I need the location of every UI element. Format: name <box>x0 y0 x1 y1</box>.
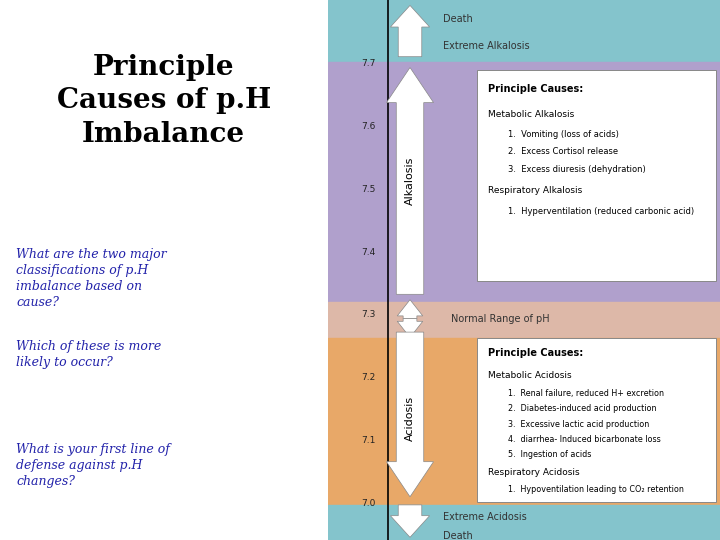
Text: Principle Causes:: Principle Causes: <box>488 348 584 359</box>
Text: 3.  Excessive lactic acid production: 3. Excessive lactic acid production <box>508 420 649 429</box>
Text: Extreme Alkalosis: Extreme Alkalosis <box>444 41 530 51</box>
Text: 1.  Hypoventilation leading to CO₂ retention: 1. Hypoventilation leading to CO₂ retent… <box>508 485 684 494</box>
Text: 7.5: 7.5 <box>361 185 376 194</box>
Polygon shape <box>390 5 430 57</box>
Polygon shape <box>397 319 423 338</box>
Polygon shape <box>390 505 430 537</box>
Text: 2.  Diabetes-induced acid production: 2. Diabetes-induced acid production <box>508 404 657 414</box>
Bar <box>328 30 720 62</box>
Bar <box>328 505 720 529</box>
Text: 1.  Vomiting (loss of acids): 1. Vomiting (loss of acids) <box>508 130 619 139</box>
FancyBboxPatch shape <box>477 338 716 502</box>
Text: 7.0: 7.0 <box>361 499 376 508</box>
Text: Death: Death <box>444 531 473 540</box>
Text: 7.4: 7.4 <box>361 248 376 256</box>
Bar <box>328 62 720 302</box>
Text: 1.  Renal failure, reduced H+ excretion: 1. Renal failure, reduced H+ excretion <box>508 389 664 399</box>
Bar <box>328 302 720 338</box>
Polygon shape <box>387 68 433 294</box>
Text: 5.  Ingestion of acids: 5. Ingestion of acids <box>508 450 591 459</box>
Text: What are the two major
classifications of p.H
imbalance based on
cause?: What are the two major classifications o… <box>17 248 167 309</box>
Text: What is your first line of
defense against p.H
changes?: What is your first line of defense again… <box>17 443 170 488</box>
Text: Principle Causes:: Principle Causes: <box>488 84 584 94</box>
Text: Acidosis: Acidosis <box>405 396 415 441</box>
Text: 1.  Hyperventilation (reduced carbonic acid): 1. Hyperventilation (reduced carbonic ac… <box>508 207 694 216</box>
Polygon shape <box>387 332 433 497</box>
Text: 3.  Excess diuresis (dehydration): 3. Excess diuresis (dehydration) <box>508 165 646 174</box>
Text: Respiratory Alkalosis: Respiratory Alkalosis <box>488 186 582 195</box>
Text: 7.2: 7.2 <box>361 373 376 382</box>
Text: Normal Range of pH: Normal Range of pH <box>451 314 550 323</box>
Text: 4.  diarrhea- Induced bicarbonate loss: 4. diarrhea- Induced bicarbonate loss <box>508 435 661 444</box>
Text: Metabolic Alkalosis: Metabolic Alkalosis <box>488 110 575 119</box>
Text: Extreme Acidosis: Extreme Acidosis <box>444 512 527 522</box>
Text: Death: Death <box>444 14 473 24</box>
Text: Alkalosis: Alkalosis <box>405 157 415 205</box>
Text: 7.3: 7.3 <box>361 310 376 319</box>
Polygon shape <box>397 300 423 319</box>
FancyBboxPatch shape <box>477 70 716 281</box>
Text: Respiratory Acidosis: Respiratory Acidosis <box>488 468 580 477</box>
Text: Metabolic Acidosis: Metabolic Acidosis <box>488 371 572 380</box>
Bar <box>328 338 720 505</box>
Bar <box>328 0 720 30</box>
Text: Which of these is more
likely to occur?: Which of these is more likely to occur? <box>17 340 161 369</box>
Bar <box>328 529 720 540</box>
Text: 7.6: 7.6 <box>361 122 376 131</box>
Text: Principle
Causes of p.H
Imbalance: Principle Causes of p.H Imbalance <box>57 54 271 147</box>
Text: 2.  Excess Cortisol release: 2. Excess Cortisol release <box>508 147 618 157</box>
Text: 7.7: 7.7 <box>361 59 376 68</box>
Text: 7.1: 7.1 <box>361 436 376 445</box>
